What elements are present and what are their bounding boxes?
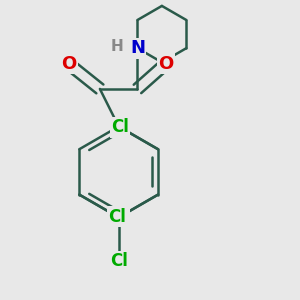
Text: Cl: Cl — [108, 208, 126, 226]
Text: H: H — [111, 39, 124, 54]
Text: Cl: Cl — [110, 252, 128, 270]
Text: Cl: Cl — [111, 118, 129, 136]
Text: N: N — [130, 39, 145, 57]
Text: O: O — [61, 55, 76, 73]
Text: O: O — [158, 55, 173, 73]
Text: Cl: Cl — [111, 208, 129, 226]
